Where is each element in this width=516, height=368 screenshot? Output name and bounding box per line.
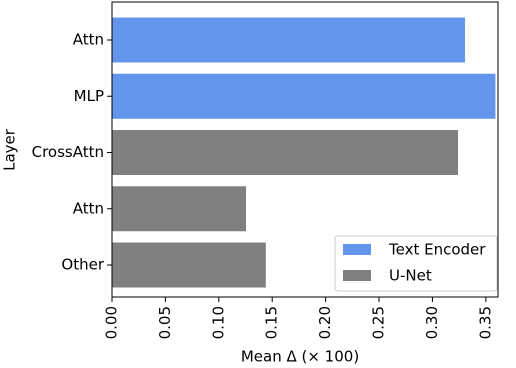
plot-frame <box>111 1 499 298</box>
y-tick-label: CrossAttn <box>32 143 104 161</box>
y-tick-label: MLP <box>74 87 104 105</box>
x-tick-label: 0.00 <box>103 306 121 339</box>
x-tick-label: 0.10 <box>209 306 227 339</box>
x-tick-label: 0.35 <box>476 306 494 339</box>
y-axis-label: Layer <box>1 128 19 171</box>
x-tick-label: 0.30 <box>423 306 441 339</box>
x-tick-label: 0.05 <box>156 306 174 339</box>
legend-label: Text Encoder <box>388 241 486 259</box>
bar <box>112 242 266 288</box>
legend-swatch <box>343 270 371 281</box>
x-tick-label: 0.15 <box>263 306 281 339</box>
y-tick-label: Attn <box>73 199 104 217</box>
bar <box>112 130 459 175</box>
legend-label: U-Net <box>389 267 432 285</box>
x-tick-label: 0.20 <box>316 306 334 339</box>
x-tick-label: 0.25 <box>370 306 388 339</box>
y-tick-label: Attn <box>73 31 104 49</box>
y-tick-label: Other <box>61 256 104 274</box>
bar <box>112 73 496 119</box>
legend-swatch <box>343 244 371 255</box>
bar <box>112 186 247 232</box>
x-axis-label: Mean Δ (× 100) <box>241 348 359 366</box>
legend-box <box>334 235 498 292</box>
bar <box>112 17 465 63</box>
